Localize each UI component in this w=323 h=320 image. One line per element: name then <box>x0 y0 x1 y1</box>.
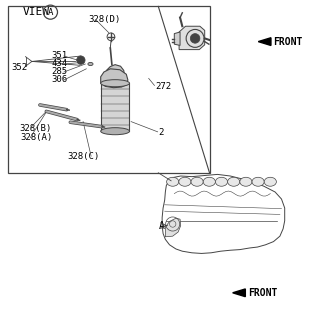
Ellipse shape <box>228 177 240 186</box>
Ellipse shape <box>101 128 130 135</box>
Text: 328(A): 328(A) <box>21 133 53 142</box>
Ellipse shape <box>203 177 215 186</box>
Polygon shape <box>174 32 180 45</box>
Ellipse shape <box>264 177 276 186</box>
Text: 434: 434 <box>51 60 67 68</box>
Text: VIEW: VIEW <box>22 7 49 17</box>
Polygon shape <box>165 218 181 237</box>
Text: A: A <box>159 220 165 231</box>
Text: 2: 2 <box>158 128 164 137</box>
Ellipse shape <box>101 80 130 87</box>
Ellipse shape <box>240 177 252 186</box>
Ellipse shape <box>167 177 179 186</box>
Ellipse shape <box>179 177 191 186</box>
Circle shape <box>77 56 85 64</box>
Text: FRONT: FRONT <box>274 36 303 47</box>
Ellipse shape <box>88 62 93 66</box>
Polygon shape <box>258 38 271 45</box>
Text: 328(C): 328(C) <box>67 152 99 161</box>
Text: 352: 352 <box>11 63 27 72</box>
Ellipse shape <box>215 177 228 186</box>
Text: 328(D): 328(D) <box>88 15 120 24</box>
Polygon shape <box>101 69 128 88</box>
Polygon shape <box>106 65 125 83</box>
Polygon shape <box>233 289 245 297</box>
Text: 272: 272 <box>155 82 171 91</box>
Bar <box>8 6 210 173</box>
Ellipse shape <box>191 177 203 186</box>
Ellipse shape <box>252 177 264 186</box>
Text: 351: 351 <box>51 52 67 60</box>
Polygon shape <box>162 174 285 253</box>
Text: FRONT: FRONT <box>248 288 277 298</box>
Text: 285: 285 <box>51 68 67 76</box>
Text: 328(B): 328(B) <box>19 124 51 132</box>
Polygon shape <box>179 26 205 50</box>
Circle shape <box>190 34 200 43</box>
Text: 306: 306 <box>51 76 67 84</box>
Bar <box>101 83 130 131</box>
Text: A: A <box>48 8 53 17</box>
